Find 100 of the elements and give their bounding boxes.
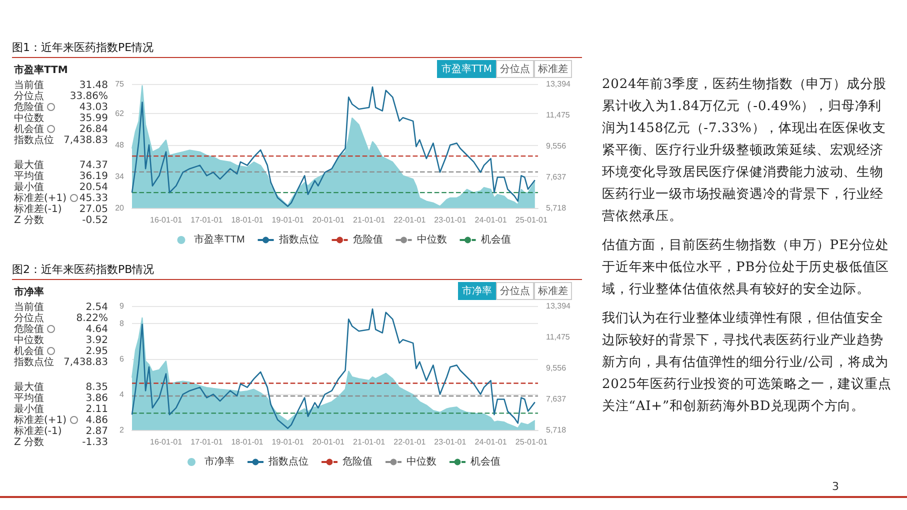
x-tick-label: 21-01-01 bbox=[353, 438, 386, 446]
x-tick-label: 22-01-01 bbox=[394, 438, 426, 446]
text: 43.03 bbox=[79, 102, 108, 113]
y2-tick-label: 7,637 bbox=[546, 172, 567, 182]
legend-label: 市净率 bbox=[204, 456, 234, 468]
x-tick-label: 20-01-01 bbox=[312, 216, 345, 224]
text: 3.86 bbox=[86, 393, 108, 404]
text: 35.99 bbox=[79, 113, 108, 124]
text: 45.33 bbox=[79, 193, 108, 204]
text: 标准差 bbox=[534, 60, 572, 78]
legend-label: 市盈率TTM bbox=[194, 234, 245, 246]
text: 估值方面，目前医药生物指数（申万）PE分位处于近年来中低位水平，PB分位处于历史极低值区域，行业整体估值依然具有较好的安全边际。 bbox=[602, 237, 890, 299]
x-tick-label: 16-01-01 bbox=[150, 438, 183, 446]
text: 市盈率TTM bbox=[437, 60, 496, 78]
legend-label: 中位数 bbox=[416, 234, 447, 246]
x-tick-label: 22-01-01 bbox=[394, 216, 426, 224]
y-tick-label: 75 bbox=[115, 80, 125, 88]
legend-label: 机会值 bbox=[480, 234, 511, 246]
text: 机会值 bbox=[14, 346, 44, 357]
text: 最小值 bbox=[14, 182, 44, 193]
y-tick-label: 9 bbox=[120, 302, 125, 310]
text: 危险值 bbox=[14, 324, 45, 335]
x-tick-label: 24-01-01 bbox=[474, 438, 508, 446]
x-tick-label: 17-01-01 bbox=[190, 438, 224, 446]
legend-label: 危险值 bbox=[342, 456, 372, 468]
legend-label: 机会值 bbox=[470, 456, 500, 468]
text: 当前值 bbox=[14, 80, 44, 91]
x-tick-label: 20-01-01 bbox=[312, 438, 345, 446]
text: -0.52 bbox=[82, 215, 108, 226]
y2-tick-label: 7,637 bbox=[546, 394, 567, 404]
text: 3.92 bbox=[86, 335, 108, 346]
text: Z 分数 bbox=[14, 215, 44, 226]
text: 标准差 bbox=[534, 282, 572, 300]
text: 市盈率TTM bbox=[14, 63, 68, 77]
text: 标准差(-1) bbox=[14, 204, 62, 215]
text: 中位数 bbox=[14, 113, 44, 124]
text: 74.37 bbox=[79, 160, 108, 171]
text: 33.86% bbox=[70, 91, 108, 102]
text: 2024年前3季度，医药生物指数（申万）成分股累计收入为1.84万亿元（-0.49%），归母净利润为1458亿元（-7.33%），体现出在医保收支紧平衡、医疗行业升级整顿政策延续、宏观经济环境变化导致居民医疗保健消费能力波动、生物医药行业一级市场投融资遇冷的背景下，行业经营依然承压。 bbox=[602, 76, 888, 226]
legend-label: 危险值 bbox=[352, 234, 383, 246]
y2-tick-label: 5,718 bbox=[546, 204, 567, 212]
x-tick-label: 24-01-01 bbox=[474, 216, 508, 224]
text: 当前值 bbox=[14, 302, 44, 313]
x-tick-label: 16-01-01 bbox=[150, 216, 183, 224]
text: 3 bbox=[832, 480, 839, 493]
text: -1.33 bbox=[82, 437, 108, 448]
text: 最小值 bbox=[14, 404, 44, 415]
text: 危险值 bbox=[14, 102, 45, 113]
text: Z 分数 bbox=[14, 437, 44, 448]
y-tick-label: 2 bbox=[120, 426, 125, 434]
legend-label: 指数点位 bbox=[268, 456, 308, 468]
text: 7,438.83 bbox=[63, 135, 108, 146]
text: 27.05 bbox=[79, 204, 108, 215]
text: 20.54 bbox=[79, 182, 108, 193]
x-tick-label: 25-01-01 bbox=[515, 438, 548, 446]
x-tick-label: 23-01-01 bbox=[434, 216, 467, 224]
x-tick-label: 21-01-01 bbox=[353, 216, 386, 224]
text: 指数点位 bbox=[14, 357, 54, 368]
text: 31.48 bbox=[79, 80, 108, 91]
text: 8.35 bbox=[86, 382, 108, 393]
y-tick-label: 6 bbox=[120, 354, 125, 364]
text: 7,438.83 bbox=[63, 357, 108, 368]
text: 2.87 bbox=[86, 426, 108, 437]
text: 2.54 bbox=[86, 302, 108, 313]
text: 平均值 bbox=[14, 171, 44, 182]
text: 分位点 bbox=[14, 313, 44, 324]
text: 分位点 bbox=[14, 91, 44, 102]
text: 中位数 bbox=[14, 335, 44, 346]
y-tick-label: 4 bbox=[120, 390, 125, 400]
x-tick-label: 19-01-01 bbox=[272, 216, 304, 224]
chart-title: 图1：近年来医药指数PE情况 bbox=[12, 40, 582, 58]
y2-tick-label: 5,718 bbox=[546, 426, 567, 434]
text: 分位点 bbox=[496, 60, 534, 78]
y-tick-label: 8 bbox=[120, 319, 125, 328]
text: 26.84 bbox=[79, 124, 108, 135]
text: 市净率 bbox=[14, 285, 44, 299]
y-tick-label: 62 bbox=[115, 108, 125, 118]
text: 最大值 bbox=[14, 382, 44, 393]
y2-tick-label: 9,556 bbox=[546, 142, 567, 150]
text: 36.19 bbox=[79, 171, 108, 182]
y2-tick-label: 13,394 bbox=[546, 302, 572, 310]
y2-tick-label: 9,556 bbox=[546, 364, 567, 372]
x-tick-label: 18-01-01 bbox=[231, 438, 264, 446]
chart-title: 图2：近年来医药指数PB情况 bbox=[12, 262, 582, 280]
y2-tick-label: 13,394 bbox=[546, 80, 572, 88]
y2-tick-label: 11,475 bbox=[546, 110, 570, 120]
text: 最大值 bbox=[14, 160, 44, 171]
text: 机会值 bbox=[14, 124, 44, 135]
text: 我们认为在行业整体业绩弹性有限，但估值安全边际较好的背景下，寻找代表医药行业产业趋势新方向，具有估值弹性的细分行业/公司，将成为2025年医药行业投资的可选策略之一，建议重点关注“AI+”和创新药海外BD兑现两个方向。 bbox=[602, 310, 892, 416]
x-tick-label: 23-01-01 bbox=[434, 438, 467, 446]
x-tick-label: 18-01-01 bbox=[231, 216, 264, 224]
y2-tick-label: 11,475 bbox=[546, 332, 570, 342]
text: 2.11 bbox=[86, 404, 108, 415]
text: 标准差(+1) bbox=[14, 415, 68, 426]
y-tick-label: 48 bbox=[115, 140, 125, 150]
y-tick-label: 20 bbox=[115, 204, 125, 212]
x-tick-label: 19-01-01 bbox=[272, 438, 304, 446]
text: 标准差(-1) bbox=[14, 426, 62, 437]
y-tick-label: 34 bbox=[115, 172, 125, 181]
text: 分位点 bbox=[496, 282, 534, 300]
